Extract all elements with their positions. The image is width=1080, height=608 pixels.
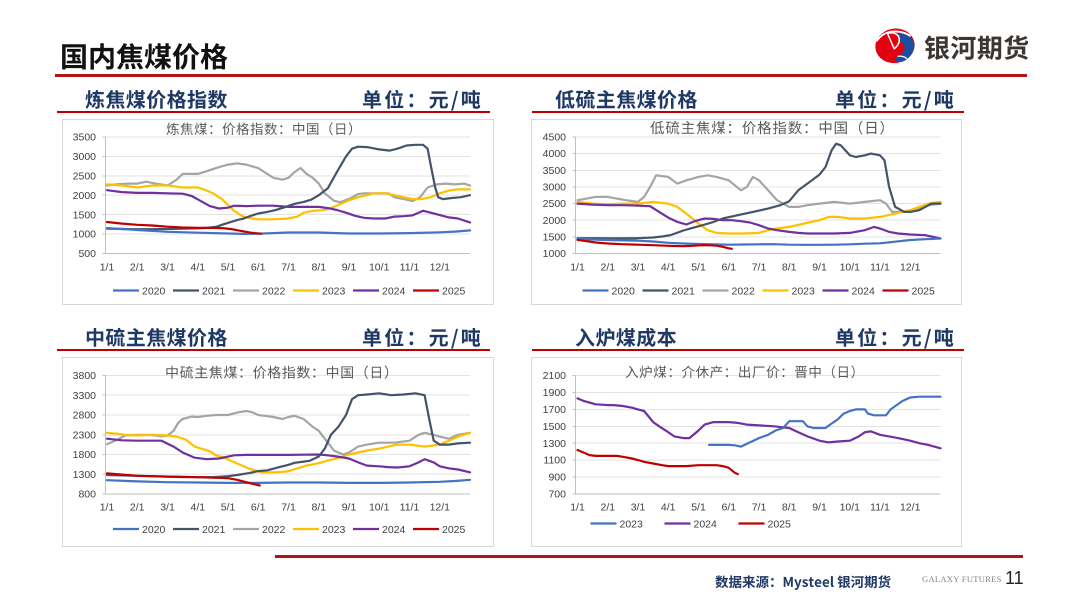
- svg-text:2021: 2021: [202, 524, 226, 536]
- svg-text:2022: 2022: [731, 285, 755, 297]
- svg-text:8/1: 8/1: [781, 502, 796, 514]
- svg-text:4/1: 4/1: [660, 502, 675, 514]
- svg-text:1000: 1000: [542, 248, 566, 260]
- svg-text:2021: 2021: [671, 285, 695, 297]
- svg-text:2800: 2800: [73, 410, 97, 422]
- svg-text:2/1: 2/1: [130, 502, 145, 514]
- svg-text:3000: 3000: [542, 181, 566, 193]
- svg-text:1/1: 1/1: [570, 502, 585, 514]
- svg-text:4/1: 4/1: [660, 261, 675, 273]
- svg-text:2021: 2021: [202, 285, 226, 297]
- svg-text:2/1: 2/1: [600, 502, 615, 514]
- svg-text:12/1: 12/1: [899, 502, 920, 514]
- svg-text:2500: 2500: [73, 170, 97, 182]
- svg-text:4/1: 4/1: [190, 502, 205, 514]
- svg-text:800: 800: [78, 489, 96, 501]
- svg-text:2/1: 2/1: [130, 261, 145, 273]
- svg-text:1700: 1700: [542, 404, 566, 416]
- svg-text:11/1: 11/1: [400, 261, 420, 273]
- svg-text:2025: 2025: [767, 518, 791, 530]
- svg-text:12/1: 12/1: [430, 502, 451, 514]
- svg-text:2300: 2300: [73, 429, 97, 441]
- svg-text:2025: 2025: [911, 285, 935, 297]
- svg-text:2022: 2022: [262, 285, 286, 297]
- svg-text:1300: 1300: [73, 469, 97, 481]
- svg-text:2020: 2020: [611, 285, 635, 297]
- svg-text:9/1: 9/1: [812, 502, 827, 514]
- svg-text:7/1: 7/1: [281, 502, 296, 514]
- svg-text:3300: 3300: [73, 390, 97, 402]
- svg-text:1100: 1100: [543, 455, 566, 467]
- svg-text:2020: 2020: [142, 524, 166, 536]
- svg-text:2024: 2024: [382, 524, 406, 536]
- svg-text:1500: 1500: [73, 209, 97, 221]
- svg-text:1000: 1000: [73, 228, 97, 240]
- svg-text:1900: 1900: [542, 387, 566, 399]
- svg-text:2100: 2100: [542, 370, 566, 382]
- svg-text:3/1: 3/1: [630, 261, 645, 273]
- svg-text:1500: 1500: [542, 421, 566, 433]
- svg-text:8/1: 8/1: [781, 261, 796, 273]
- svg-text:1500: 1500: [542, 231, 566, 243]
- svg-text:7/1: 7/1: [281, 261, 296, 273]
- svg-text:10/1: 10/1: [369, 261, 390, 273]
- svg-text:9/1: 9/1: [342, 502, 357, 514]
- svg-text:6/1: 6/1: [721, 502, 736, 514]
- svg-text:2025: 2025: [442, 285, 466, 297]
- svg-text:2023: 2023: [791, 285, 815, 297]
- svg-text:5/1: 5/1: [221, 261, 236, 273]
- svg-text:8/1: 8/1: [311, 261, 326, 273]
- svg-text:2000: 2000: [73, 189, 97, 201]
- svg-text:4/1: 4/1: [190, 261, 205, 273]
- svg-text:2023: 2023: [619, 518, 643, 530]
- svg-text:2024: 2024: [382, 285, 406, 297]
- svg-text:7/1: 7/1: [751, 502, 766, 514]
- svg-text:8/1: 8/1: [311, 502, 326, 514]
- svg-text:1/1: 1/1: [100, 261, 115, 273]
- svg-text:2/1: 2/1: [600, 261, 615, 273]
- svg-text:1300: 1300: [542, 438, 566, 450]
- svg-text:2024: 2024: [693, 518, 717, 530]
- svg-text:3/1: 3/1: [160, 502, 175, 514]
- svg-text:7/1: 7/1: [751, 261, 766, 273]
- svg-text:2020: 2020: [142, 285, 166, 297]
- svg-text:2023: 2023: [322, 285, 346, 297]
- svg-text:900: 900: [548, 472, 566, 484]
- svg-text:11/1: 11/1: [400, 502, 420, 514]
- svg-text:6/1: 6/1: [251, 502, 266, 514]
- svg-text:2022: 2022: [262, 524, 286, 536]
- svg-text:4500: 4500: [542, 131, 566, 143]
- svg-text:2024: 2024: [851, 285, 875, 297]
- svg-text:5/1: 5/1: [691, 502, 706, 514]
- svg-text:5/1: 5/1: [221, 502, 236, 514]
- svg-text:4000: 4000: [542, 148, 566, 160]
- svg-text:12/1: 12/1: [899, 261, 920, 273]
- svg-text:10/1: 10/1: [839, 502, 860, 514]
- svg-text:1/1: 1/1: [570, 261, 585, 273]
- svg-text:10/1: 10/1: [839, 261, 860, 273]
- svg-text:3500: 3500: [73, 131, 97, 143]
- svg-text:1800: 1800: [73, 449, 97, 461]
- svg-text:2500: 2500: [542, 198, 566, 210]
- svg-text:9/1: 9/1: [812, 261, 827, 273]
- svg-text:9/1: 9/1: [342, 261, 357, 273]
- svg-text:2025: 2025: [442, 524, 466, 536]
- svg-text:1/1: 1/1: [100, 502, 115, 514]
- svg-text:3800: 3800: [73, 370, 97, 382]
- svg-text:3500: 3500: [542, 164, 566, 176]
- svg-text:2023: 2023: [322, 524, 346, 536]
- svg-text:10/1: 10/1: [369, 502, 390, 514]
- svg-text:700: 700: [548, 489, 566, 501]
- svg-text:5/1: 5/1: [691, 261, 706, 273]
- svg-text:11/1: 11/1: [870, 502, 890, 514]
- svg-text:2000: 2000: [542, 214, 566, 226]
- svg-text:3000: 3000: [73, 151, 97, 163]
- svg-text:3/1: 3/1: [630, 502, 645, 514]
- svg-text:6/1: 6/1: [251, 261, 266, 273]
- svg-text:11/1: 11/1: [870, 261, 890, 273]
- svg-text:500: 500: [78, 248, 96, 260]
- svg-text:12/1: 12/1: [430, 261, 451, 273]
- svg-text:6/1: 6/1: [721, 261, 736, 273]
- svg-text:3/1: 3/1: [160, 261, 175, 273]
